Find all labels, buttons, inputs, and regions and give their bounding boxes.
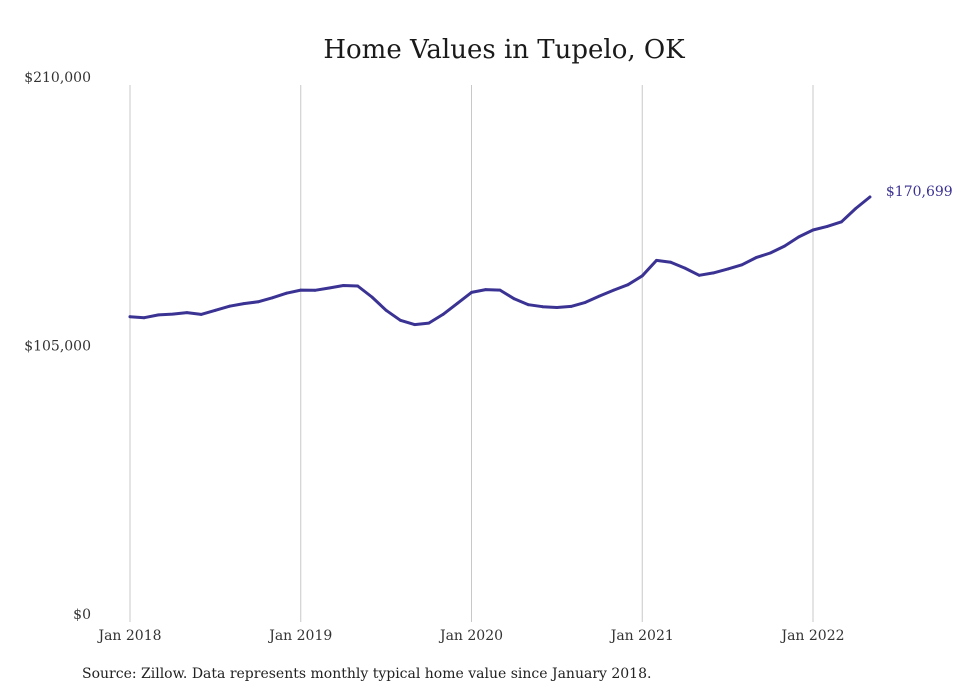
y-tick-label: $0 <box>73 607 91 623</box>
x-tick-label: Jan 2022 <box>779 628 844 644</box>
data-point <box>157 313 160 317</box>
data-point <box>342 284 345 287</box>
data-point <box>527 303 530 307</box>
x-tick-label: Jan 2018 <box>96 628 161 644</box>
x-tick-label: Jan 2019 <box>267 628 332 644</box>
source-note: Source: Zillow. Data represents monthly … <box>82 666 652 682</box>
data-point <box>427 321 431 325</box>
data-point <box>555 306 559 309</box>
data-point <box>726 267 729 271</box>
data-point <box>754 256 758 259</box>
data-point <box>797 235 801 239</box>
data-point <box>768 251 772 255</box>
y-tick-label: $210,000 <box>24 70 91 86</box>
series-line-0 <box>128 195 872 327</box>
y-axis: $0 $105,000 $210,000 <box>24 70 91 623</box>
data-point <box>228 304 232 308</box>
data-point <box>299 288 303 292</box>
data-point <box>697 273 701 277</box>
data-point <box>583 301 587 304</box>
data-point <box>171 312 175 316</box>
data-point <box>612 288 616 292</box>
last-value-label: $170,699 <box>886 184 953 200</box>
data-point <box>441 313 445 316</box>
data-point <box>740 263 744 267</box>
data-point <box>868 195 872 199</box>
data-point <box>128 315 132 319</box>
data-point <box>783 244 786 248</box>
data-point <box>256 300 260 304</box>
data-point <box>825 225 829 228</box>
data-point <box>811 228 815 232</box>
data-point <box>626 283 630 287</box>
data-point <box>399 318 402 322</box>
data-point <box>470 291 473 294</box>
data-point <box>683 266 687 270</box>
data-point <box>384 308 388 312</box>
data-point <box>413 323 416 326</box>
data-point <box>185 311 189 314</box>
data-point <box>598 294 601 298</box>
data-point <box>569 305 573 308</box>
data-point <box>655 259 658 262</box>
x-tick-label: Jan 2020 <box>438 628 503 644</box>
data-point <box>498 288 502 292</box>
data-point <box>327 286 331 290</box>
data-point <box>854 207 858 210</box>
data-point <box>640 274 644 278</box>
y-tick-label: $105,000 <box>24 339 91 355</box>
data-point <box>214 308 217 312</box>
data-point <box>142 316 146 320</box>
data-point <box>356 284 360 288</box>
x-tick-label: Jan 2021 <box>609 628 674 644</box>
series-layer <box>128 195 872 327</box>
data-point <box>242 302 246 305</box>
chart-title: Home Values in Tupelo, OK <box>323 35 685 65</box>
x-axis: Jan 2018 Jan 2019 Jan 2020 Jan 2021 Jan 2022 <box>96 628 844 644</box>
data-point <box>669 260 673 264</box>
data-point <box>285 291 288 295</box>
data-point <box>512 297 516 301</box>
data-point <box>541 305 544 309</box>
data-point <box>455 302 459 305</box>
data-point <box>712 271 715 275</box>
data-point <box>199 313 203 316</box>
data-point <box>270 296 274 300</box>
data-point <box>484 288 488 291</box>
data-point <box>840 220 843 224</box>
data-point <box>313 288 317 292</box>
data-point <box>370 295 374 299</box>
grid-layer <box>129 85 814 622</box>
